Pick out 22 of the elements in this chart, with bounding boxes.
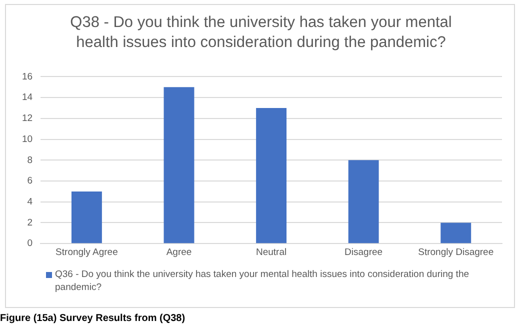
y-tick-label: 0 [27,238,33,250]
x-tick-label: Neutral [256,246,287,258]
bar [164,87,194,244]
bar [71,191,102,244]
x-tick-label: Strongly Disagree [418,246,494,258]
y-tick-label: 2 [27,217,33,228]
bar [348,160,379,244]
y-tick-label: 8 [27,154,33,166]
x-tick-label: Disagree [344,246,383,258]
text: Figure (15a) Survey Results from (Q38) [0,313,186,324]
y-tick-label: 10 [22,134,33,145]
y-tick-label: 16 [22,71,33,82]
bar [256,108,287,244]
x-tick-label: Agree [166,246,192,258]
y-tick-label: 14 [22,92,33,104]
x-tick-label: Strongly Agree [56,246,118,258]
y-tick-label: 4 [27,196,33,208]
y-tick-label: 6 [27,176,33,187]
bar [440,222,472,244]
y-tick-label: 12 [22,113,33,124]
chart-title: Q38 - Do you think the university has taken your mental health issues into consideration during the pandemic? [69,13,453,53]
legend-label: Q36 - Do you think the university has taken your mental health issues into consideration during the pandemic? [55,268,470,294]
